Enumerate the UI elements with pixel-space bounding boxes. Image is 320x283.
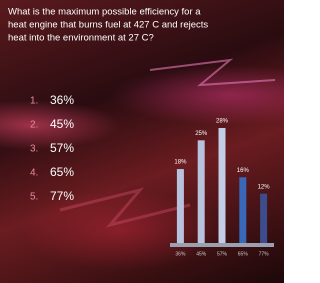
bar (260, 194, 267, 243)
value-label: 12% (258, 184, 271, 190)
decor-streak (60, 190, 190, 225)
slide: What is the maximum possible efficiency … (0, 0, 284, 283)
option-text: 65% (50, 165, 74, 179)
option-number: 4. (30, 168, 38, 179)
options: 1. 36% 2. 45% 3. 57% 4. 65% 5. 77% (30, 93, 74, 203)
decor-streak (150, 60, 275, 85)
question: What is the maximum possible efficiency … (8, 7, 208, 44)
x-tick-label: 65% (238, 251, 249, 257)
option-number: 1. (30, 96, 38, 107)
option-text: 45% (50, 117, 74, 131)
option-text: 57% (50, 141, 74, 155)
value-label: 28% (216, 119, 229, 125)
x-tick-label: 36% (175, 251, 186, 257)
bar (177, 169, 184, 243)
x-tick-label: 45% (196, 251, 207, 257)
chart-base (170, 243, 274, 247)
slide-canvas: What is the maximum possible efficiency … (0, 0, 284, 283)
question-line: heat engine that burns fuel at 427 C and… (8, 20, 208, 31)
question-line: heat into the environment at 27 C? (8, 33, 154, 44)
option-number: 5. (30, 192, 38, 203)
option-number: 3. (30, 144, 38, 155)
bar-chart: 18% 36% 25% 45% 28% 57% 16% 65% 12% 77% (174, 119, 270, 258)
option-text: 77% (50, 189, 74, 203)
question-line: What is the maximum possible efficiency … (8, 7, 201, 18)
x-tick-label: 77% (259, 251, 270, 257)
value-label: 18% (174, 160, 187, 166)
option-text: 36% (50, 93, 74, 107)
value-label: 25% (195, 131, 208, 137)
bar (198, 140, 205, 243)
x-tick-label: 57% (217, 251, 228, 257)
option-number: 2. (30, 120, 38, 131)
value-label: 16% (237, 168, 250, 174)
bar (219, 128, 226, 243)
bar (239, 177, 246, 243)
